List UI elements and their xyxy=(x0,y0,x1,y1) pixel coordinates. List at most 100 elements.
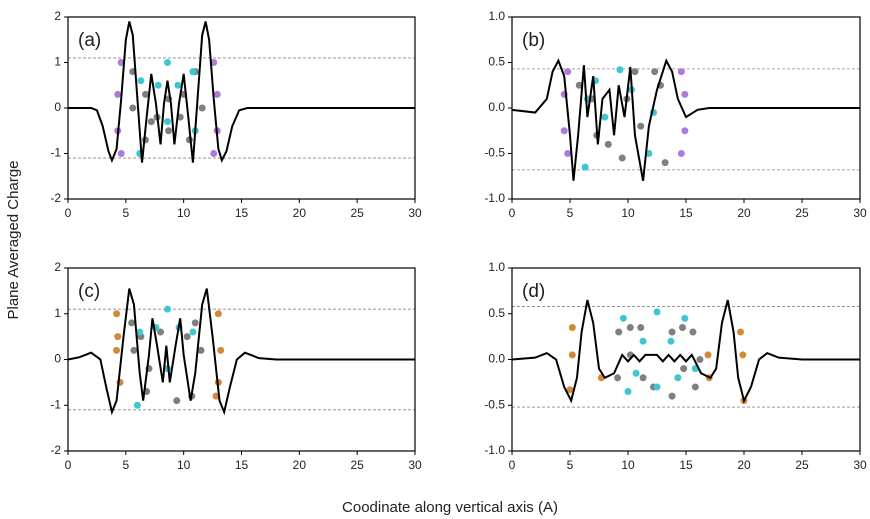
y-tick-label: -1.0 xyxy=(484,443,505,457)
y-tick-label: 1.0 xyxy=(488,9,505,23)
atom xyxy=(568,323,576,331)
atom xyxy=(616,66,624,74)
x-tick-label: 25 xyxy=(350,206,364,220)
atom xyxy=(696,356,704,363)
x-tick-label: 15 xyxy=(679,458,693,472)
atom xyxy=(681,127,689,135)
atom xyxy=(560,127,568,135)
atom xyxy=(154,81,162,89)
atom xyxy=(214,310,222,318)
charge-line xyxy=(511,58,860,181)
x-tick-label: 25 xyxy=(795,458,809,472)
atom xyxy=(217,346,225,354)
x-tick-label: 15 xyxy=(679,206,693,220)
atom xyxy=(631,68,639,76)
y-tick-label: 0.0 xyxy=(488,100,505,114)
x-tick-label: 0 xyxy=(65,458,72,472)
atom xyxy=(568,351,576,359)
y-tick-label: -1 xyxy=(50,397,61,411)
panel-label: (c) xyxy=(78,281,100,302)
x-tick-label: 5 xyxy=(567,458,574,472)
atom xyxy=(117,150,125,157)
atom xyxy=(737,328,745,336)
x-tick-label: 15 xyxy=(235,458,249,472)
atom xyxy=(189,68,197,76)
x-tick-label: 5 xyxy=(122,206,129,220)
atom xyxy=(114,333,122,341)
atom xyxy=(661,159,669,167)
atom xyxy=(114,90,122,98)
charge-line xyxy=(68,21,415,164)
y-tick-label: -2 xyxy=(50,191,61,205)
atom xyxy=(113,310,121,318)
atom xyxy=(575,81,583,89)
atom xyxy=(197,346,205,354)
atom xyxy=(189,328,197,336)
atom xyxy=(163,305,171,313)
x-tick-label: 20 xyxy=(737,458,751,472)
atom xyxy=(653,308,661,316)
atom xyxy=(581,163,589,171)
atom xyxy=(129,104,137,112)
atom xyxy=(677,150,685,157)
atom xyxy=(677,68,685,76)
y-tick-label: -1.0 xyxy=(484,191,505,205)
atom xyxy=(141,90,149,98)
atom xyxy=(615,328,623,336)
atom xyxy=(213,90,221,98)
atom xyxy=(183,333,191,341)
y-tick-label: -0.5 xyxy=(484,397,505,411)
atom xyxy=(601,113,609,121)
atom xyxy=(674,374,682,382)
atom xyxy=(133,401,141,409)
y-tick-label: 0.5 xyxy=(488,306,505,320)
atom xyxy=(626,323,634,331)
panel-label: (a) xyxy=(78,30,101,51)
atom xyxy=(163,118,171,126)
atom xyxy=(163,59,171,66)
atom xyxy=(173,397,181,405)
atom xyxy=(704,351,712,359)
atom xyxy=(679,323,687,331)
atom xyxy=(691,383,699,391)
x-tick-label: 10 xyxy=(177,458,191,472)
x-tick-label: 30 xyxy=(408,458,422,472)
atom xyxy=(604,140,612,148)
atom xyxy=(566,386,574,394)
atom xyxy=(667,337,675,345)
y-tick-label: 0 xyxy=(54,100,61,114)
y-tick-label: -0.5 xyxy=(484,146,505,160)
atom xyxy=(128,319,136,327)
y-tick-label: 1 xyxy=(54,306,61,320)
charge-line xyxy=(67,288,415,416)
y-tick-label: 2 xyxy=(54,9,61,23)
atom xyxy=(147,118,155,126)
x-tick-label: 30 xyxy=(853,458,867,472)
x-tick-label: 0 xyxy=(65,206,72,220)
atom xyxy=(637,122,645,130)
x-tick-label: 0 xyxy=(509,206,516,220)
y-tick-label: 0 xyxy=(54,352,61,366)
y-axis-title: Plane Averaged Charge xyxy=(5,160,22,319)
x-tick-label: 30 xyxy=(408,206,422,220)
y-tick-label: 2 xyxy=(54,260,61,274)
atom xyxy=(668,328,676,336)
atom xyxy=(564,68,572,76)
atom xyxy=(681,90,689,98)
x-tick-label: 20 xyxy=(737,206,751,220)
atom xyxy=(653,383,661,391)
y-tick-label: -2 xyxy=(50,443,61,457)
atom xyxy=(739,351,747,359)
atom xyxy=(198,104,206,112)
x-tick-label: 0 xyxy=(509,458,516,472)
x-tick-label: 5 xyxy=(122,458,129,472)
x-tick-label: 15 xyxy=(235,206,249,220)
atom xyxy=(113,346,121,354)
atom xyxy=(212,392,220,400)
atom xyxy=(136,328,144,336)
atom xyxy=(618,154,626,162)
atom xyxy=(624,388,632,396)
atom xyxy=(614,374,622,382)
